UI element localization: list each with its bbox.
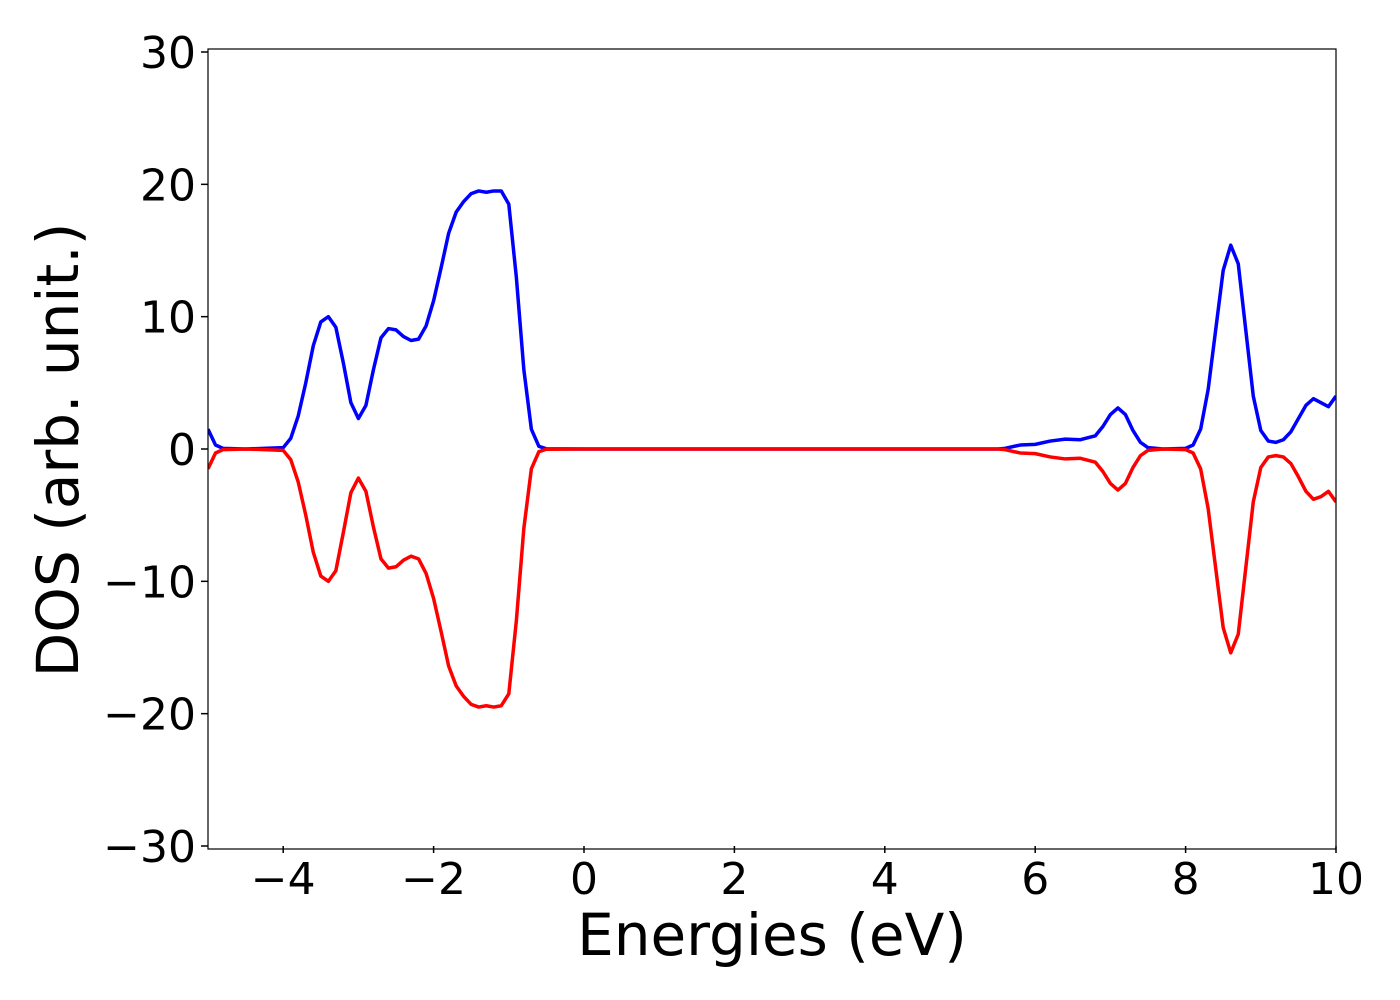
x-tick-label: −2 [401, 854, 466, 905]
plot-frame [207, 48, 1337, 850]
dos-line [208, 189, 1336, 451]
x-tick-label: 8 [1172, 854, 1200, 905]
x-tick-label: 10 [1308, 854, 1364, 905]
x-tick-label: −4 [251, 854, 316, 905]
y-tick-label: 30 [140, 28, 196, 79]
y-tick-label: 20 [140, 160, 196, 211]
y-tick-label: 0 [168, 425, 196, 476]
x-tick-label: 2 [720, 854, 748, 905]
y-tick-label: −20 [103, 690, 196, 741]
y-tick-label: 10 [140, 293, 196, 344]
y-axis-label: DOS (arb. unit.) [24, 223, 92, 678]
x-tick-label: 0 [570, 854, 598, 905]
x-axis-label: Energies (eV) [577, 901, 967, 969]
dos-line [208, 447, 1336, 709]
y-tick-label: −10 [103, 557, 196, 608]
x-tick-label: 4 [871, 854, 899, 905]
y-tick-label: −30 [103, 822, 196, 873]
x-tick-label: 6 [1021, 854, 1049, 905]
